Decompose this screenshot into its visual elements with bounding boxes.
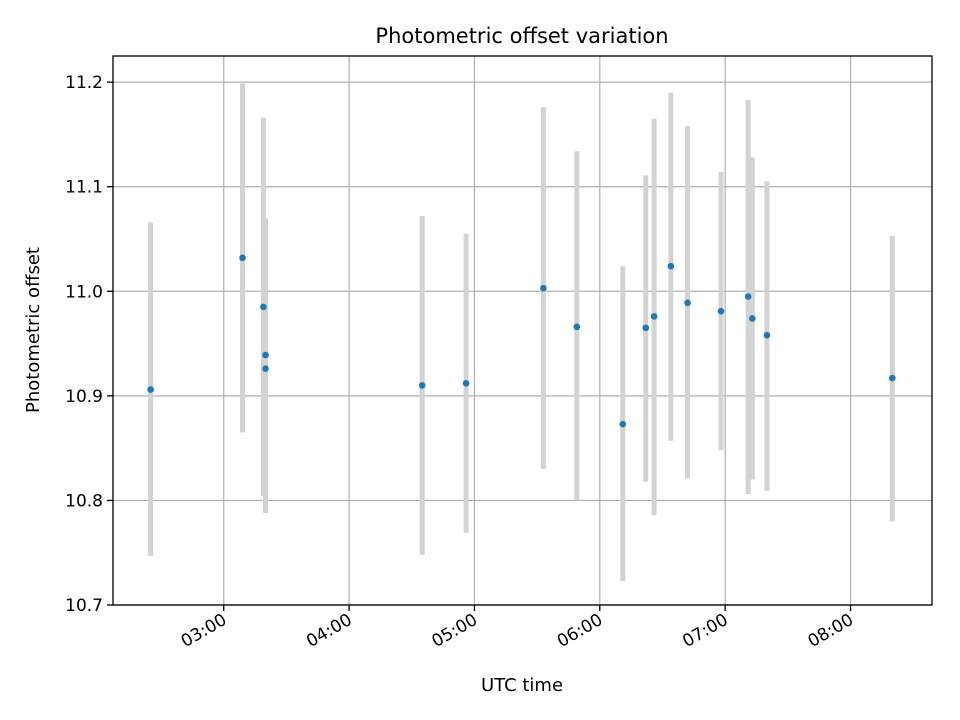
data-point — [573, 323, 581, 331]
data-point — [147, 386, 154, 393]
data-point — [717, 307, 725, 315]
data-point — [462, 380, 470, 387]
data-point — [619, 420, 627, 428]
data-point — [540, 284, 547, 292]
data-point — [260, 303, 267, 311]
x-axis-label: UTC time — [481, 675, 563, 696]
data-point — [642, 324, 650, 332]
y-tick-label: 11.1 — [65, 178, 103, 198]
plot-frame — [112, 55, 933, 606]
data-points — [147, 254, 896, 428]
data-point — [667, 262, 675, 270]
data-point — [262, 351, 269, 359]
data-point — [744, 293, 752, 300]
data-point — [763, 331, 771, 339]
y-tick-label: 10.7 — [65, 596, 103, 616]
data-point — [650, 313, 658, 320]
data-point — [684, 299, 691, 307]
y-tick-label: 11.2 — [65, 73, 103, 93]
data-point — [239, 254, 246, 262]
data-point — [749, 315, 756, 322]
data-point — [889, 374, 896, 382]
y-tick-label: 10.9 — [65, 387, 103, 407]
y-axis-ticks: 10.7 10.8 10.9 11.0 11.1 11.2 — [65, 73, 113, 616]
y-axis-label: Photometric offset — [23, 247, 44, 413]
data-point — [262, 365, 269, 372]
y-tick-label: 10.8 — [65, 491, 103, 511]
data-point — [418, 382, 426, 389]
y-tick-label: 11.0 — [65, 282, 103, 302]
chart-title: Photometric offset variation — [375, 24, 668, 48]
